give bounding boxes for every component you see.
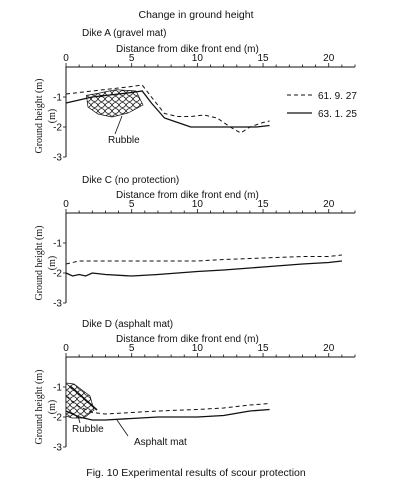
panel-title: Dike C (no protection) — [82, 175, 179, 186]
series-line-solid — [65, 260, 342, 277]
x-tick-label: 0 — [63, 343, 69, 354]
y-tick-label: -3 — [53, 153, 62, 164]
annotation-rubble: Rubble — [72, 424, 104, 435]
x-tick-label: 0 — [63, 199, 69, 210]
rubble-leader — [114, 115, 123, 135]
panel-title: Dike D (asphalt mat) — [82, 319, 173, 330]
panel-title: Dike A (gravel mat) — [82, 28, 166, 39]
y-tick-label: -2 — [53, 269, 62, 280]
panel-dike-a: Dike A (gravel mat) Distance from dike f… — [34, 28, 357, 164]
legend-label-2: 63. 1. 25 — [318, 109, 357, 120]
y-tick-label: -1 — [53, 239, 62, 250]
y-tick-label: -2 — [53, 413, 62, 424]
y-tick-label: -3 — [53, 443, 62, 454]
y-tick-label: -1 — [53, 383, 62, 394]
asphalt-mat-line — [69, 385, 98, 411]
panel-dike-d: Dike D (asphalt mat) Distance from dike … — [34, 319, 356, 454]
x-tick-label: 10 — [192, 53, 204, 64]
x-tick-label: 20 — [323, 343, 335, 354]
annotation-rubble: Rubble — [108, 135, 140, 146]
series-line-dashed — [65, 395, 270, 415]
rubble-fill — [65, 382, 95, 419]
y-axis-label: Ground height (m) — [34, 226, 45, 301]
x-tick-label: 5 — [129, 53, 135, 64]
y-axis-unit: (m) — [47, 109, 58, 123]
series-line-solid — [65, 90, 270, 128]
asphalt-mat-leader — [116, 419, 129, 437]
legend-label-1: 61. 9. 27 — [318, 91, 357, 102]
x-axis-label: Distance from dike front end (m) — [116, 44, 259, 55]
y-tick-label: -3 — [53, 299, 62, 310]
series-line-dashed — [65, 254, 342, 265]
y-axis-unit: (m) — [47, 400, 58, 414]
y-tick-label: -1 — [53, 93, 62, 104]
x-tick-label: 15 — [257, 199, 269, 210]
x-tick-label: 5 — [129, 199, 135, 210]
x-tick-label: 0 — [63, 53, 69, 64]
x-tick-label: 20 — [323, 199, 335, 210]
x-tick-label: 15 — [257, 53, 269, 64]
x-tick-label: 20 — [323, 53, 335, 64]
x-tick-label: 5 — [129, 343, 135, 354]
figure-caption: Fig. 10 Experimental results of scour pr… — [86, 467, 306, 479]
x-axis-label: Distance from dike front end (m) — [116, 190, 259, 201]
y-tick-label: -2 — [53, 123, 62, 134]
y-axis-label: Ground height (m) — [34, 79, 45, 154]
panel-dike-c: Dike C (no protection) Distance from dik… — [34, 175, 356, 310]
x-tick-label: 10 — [192, 199, 204, 210]
series-line-solid — [65, 408, 270, 421]
x-tick-label: 10 — [192, 343, 204, 354]
series-line-dashed — [65, 84, 270, 134]
annotation-asphalt-mat: Asphalt mat — [134, 437, 187, 448]
legend: 61. 9. 27 63. 1. 25 — [287, 91, 357, 120]
chart-title: Change in ground height — [138, 9, 253, 21]
x-axis-label: Distance from dike front end (m) — [116, 334, 259, 345]
x-tick-label: 15 — [257, 343, 269, 354]
y-axis-label: Ground height (m) — [34, 370, 45, 445]
y-axis-unit: (m) — [47, 256, 58, 270]
